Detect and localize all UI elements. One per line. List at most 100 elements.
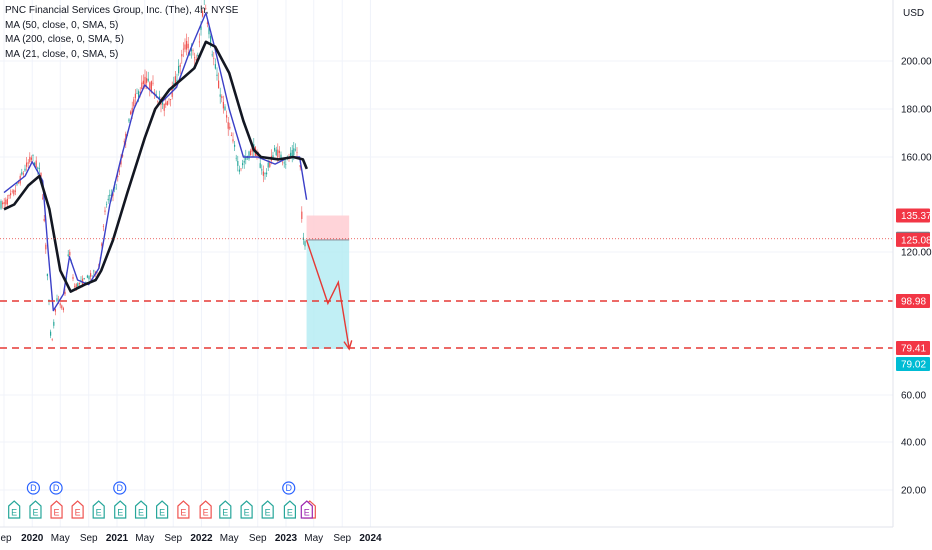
time-axis-tick: May <box>220 533 239 544</box>
candle <box>106 201 108 208</box>
candle-body <box>269 161 271 167</box>
candle-body <box>222 101 224 109</box>
candle <box>3 198 5 208</box>
candle <box>221 94 223 103</box>
candle-body <box>13 190 15 195</box>
candle-body <box>59 303 61 306</box>
earnings-marker-shape <box>92 500 105 519</box>
candle-body <box>3 202 5 204</box>
stop-price-badge: 135.37 <box>896 208 932 223</box>
candle-body <box>176 79 178 82</box>
candle <box>291 145 293 163</box>
earnings-marker: E <box>92 500 105 519</box>
candle-body <box>69 251 71 256</box>
candle-body <box>6 198 8 205</box>
earnings-marker-label: E <box>180 508 186 518</box>
candle-body <box>93 270 95 272</box>
candle-body <box>10 193 12 196</box>
candle <box>282 161 284 166</box>
candle-body <box>77 283 79 287</box>
dividend-marker-circle <box>113 481 127 495</box>
candle-body <box>226 115 228 118</box>
candle-body <box>2 202 4 205</box>
candle <box>14 184 16 196</box>
legend-ma50[interactable]: MA (50, close, 0, SMA, 5) <box>5 19 119 31</box>
candle-body <box>32 154 34 156</box>
candle-body <box>198 41 200 43</box>
earnings-marker-shape <box>300 500 313 519</box>
candle-body <box>90 273 92 277</box>
time-axis-tick: May <box>135 533 154 544</box>
candle <box>107 194 109 204</box>
dividend-marker: D <box>113 481 127 495</box>
candle <box>54 308 56 316</box>
candle-body <box>56 298 58 302</box>
candle-body <box>96 272 98 274</box>
candle <box>283 160 285 168</box>
candle-body <box>50 331 52 336</box>
candle <box>5 197 7 209</box>
ma50-line <box>3 12 308 312</box>
price-axis-tick: 200.00 <box>901 57 932 68</box>
candle-body <box>205 8 207 10</box>
earnings-marker-shape <box>283 500 297 519</box>
candle <box>74 283 76 289</box>
candle <box>202 9 204 18</box>
take-profit-zone <box>306 239 350 349</box>
candle-body <box>139 92 141 93</box>
symbol-title[interactable]: PNC Financial Services Group, Inc. (The)… <box>5 5 239 16</box>
candle <box>230 132 232 137</box>
dividend-marker-circle <box>49 481 63 495</box>
time-axis-tick: 2022 <box>190 533 213 544</box>
candle-body <box>282 161 284 163</box>
candle-body <box>267 162 269 168</box>
candle-body <box>301 211 303 219</box>
candle <box>194 52 196 65</box>
time-axis: ep 2020 May Sep 2021 May Sep 2022 May Sep 2023 May S… <box>0 526 893 544</box>
candle-body <box>251 147 253 152</box>
candle-body <box>162 102 164 105</box>
projection-path <box>305 239 350 350</box>
candle-body <box>274 147 276 151</box>
candle <box>11 189 13 194</box>
earnings-marker: E <box>29 500 42 519</box>
candle-body <box>278 150 280 153</box>
candle <box>16 182 18 187</box>
candle <box>32 154 34 162</box>
target-price-badge: 79.02 <box>896 357 930 371</box>
candle <box>6 194 8 208</box>
candle <box>149 81 151 97</box>
price-axis-tick: 20.00 <box>901 486 926 497</box>
candle-body <box>194 57 196 59</box>
price-axis-tick: 160.00 <box>901 153 932 164</box>
earnings-marker-label: E <box>265 508 271 518</box>
candle-body <box>138 91 140 98</box>
candle-body <box>37 167 39 169</box>
price-axis: USD 200.00 180.00 160.00 120.00 60.00 40.00 20.… <box>892 0 932 527</box>
candle-body <box>64 291 66 295</box>
candle <box>240 168 242 172</box>
candle-body <box>109 194 111 196</box>
candle-body <box>200 26 202 30</box>
candle-body <box>72 277 74 279</box>
candle-body <box>101 243 103 246</box>
candle-body <box>294 149 296 151</box>
candle-body <box>285 163 287 165</box>
level-price-badge: 98.98 <box>896 294 930 308</box>
candle-body <box>272 155 274 159</box>
legend-ma21[interactable]: MA (21, close, 0, SMA, 5) <box>5 48 119 60</box>
earnings-marker-label: E <box>244 508 250 518</box>
dividend-marker-label: D <box>285 483 292 493</box>
candle-body <box>29 156 31 163</box>
candle <box>203 0 205 6</box>
candle-body <box>150 81 152 92</box>
legend-ma200[interactable]: MA (200, close, 0, SMA, 5) <box>5 34 124 45</box>
candle-body <box>293 148 295 156</box>
candle <box>64 288 66 296</box>
candle <box>163 103 165 117</box>
candle-body <box>118 170 120 172</box>
candle-body <box>16 183 18 185</box>
candle-body <box>106 204 108 205</box>
candle-body <box>296 152 298 153</box>
